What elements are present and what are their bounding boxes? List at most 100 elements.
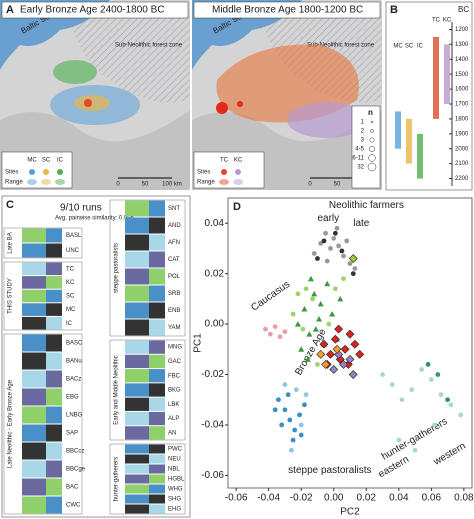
size-mark [369, 137, 375, 143]
population-label: CAT [168, 257, 180, 263]
panel-label: B [390, 4, 398, 16]
admixture-bar [149, 319, 165, 336]
size-legend [351, 105, 381, 189]
point [263, 326, 268, 332]
group-title: Early and Middle Neolithic [114, 355, 120, 424]
similarity: Avg. pairwise similarity: 0.995 [55, 216, 135, 222]
admixture-bar [22, 243, 46, 258]
population-label: FBC [168, 373, 181, 379]
population-label: ENB [168, 308, 180, 314]
point [332, 230, 338, 236]
group-box [109, 339, 186, 441]
legend-range [41, 179, 51, 185]
admixture-bar [149, 464, 165, 474]
population-label: WHG [168, 487, 183, 493]
point [348, 370, 358, 379]
admixture-bar [149, 444, 165, 454]
population-label: BANu [66, 359, 82, 365]
population-label: SNT [168, 206, 180, 212]
point [396, 437, 402, 443]
x-tick-label: -0.02 [290, 493, 313, 504]
point [290, 311, 296, 317]
point [458, 412, 464, 418]
group-title: Late Neolithic - Early Bronze Age [8, 379, 14, 468]
admixture-bar [149, 285, 165, 302]
forest-zone [70, 8, 190, 103]
admixture-bar [125, 319, 149, 336]
legend-site [43, 169, 49, 175]
size-label: 32 [357, 165, 364, 171]
scale-label: 0 [116, 182, 120, 188]
admixture-bar [22, 334, 46, 352]
admixture-bar [46, 478, 62, 496]
point [310, 296, 315, 302]
runs: 9/10 runs [60, 203, 102, 214]
size-mark [370, 120, 374, 124]
point [272, 407, 278, 413]
tick-label: 1700 [455, 102, 469, 108]
range [53, 60, 97, 84]
admixture-bar [125, 484, 149, 494]
point [311, 251, 317, 256]
point [290, 437, 296, 443]
size-mark [370, 129, 374, 133]
point [330, 334, 340, 344]
point [267, 331, 273, 337]
admixture-bar [125, 285, 149, 302]
population-label: BASL [66, 233, 82, 239]
admixture-bar [149, 200, 165, 217]
point [297, 412, 302, 418]
size-mark [367, 162, 377, 172]
point [432, 422, 437, 428]
point [289, 447, 294, 453]
group-label: MC [393, 44, 403, 50]
panel-label: D [233, 201, 241, 213]
map-title: Early Bronze Age 2400-1800 BC [20, 5, 165, 16]
admixture-bar [125, 444, 149, 454]
admixture-bar [22, 303, 46, 316]
population-label: LNBG [66, 413, 83, 419]
admixture-bar [125, 354, 149, 369]
point [294, 321, 301, 327]
legend-site [57, 169, 63, 175]
population-label: EBG [66, 395, 79, 401]
point [409, 387, 415, 393]
admixture-bar [149, 504, 165, 514]
point [326, 321, 332, 327]
admixture-bar [46, 460, 62, 478]
population-label: BBCge [66, 467, 86, 473]
admixture-bar [46, 228, 62, 243]
x-tick-label: 0.02 [357, 493, 377, 504]
admixture-bar [149, 234, 165, 251]
point [303, 392, 309, 398]
point [324, 280, 331, 287]
legend-range [55, 179, 65, 185]
point [331, 235, 337, 241]
point [340, 344, 350, 354]
point [306, 331, 313, 337]
point [445, 397, 450, 403]
size-title: n [368, 108, 373, 117]
zone-label: Sub-Neolithic forest zone [307, 43, 375, 49]
admixture-bar [125, 268, 149, 285]
size-label: 6-11 [352, 156, 364, 162]
legend-site [221, 169, 227, 175]
admixture-bar [46, 370, 62, 388]
population-label: IC [66, 321, 73, 327]
group-box [3, 333, 83, 515]
point [304, 356, 311, 362]
admixture-bar [149, 411, 165, 426]
point [307, 275, 314, 282]
admixture-bar [149, 251, 165, 268]
admixture-bar [46, 406, 62, 424]
admixture-bar [125, 411, 149, 426]
point [419, 367, 424, 372]
point [329, 365, 339, 374]
annotation: early [317, 213, 339, 224]
point [334, 225, 340, 231]
size-label: 1 [361, 120, 365, 126]
admixture-bar [125, 454, 149, 464]
legend-range [27, 179, 37, 185]
point [332, 344, 342, 354]
point [344, 238, 350, 244]
